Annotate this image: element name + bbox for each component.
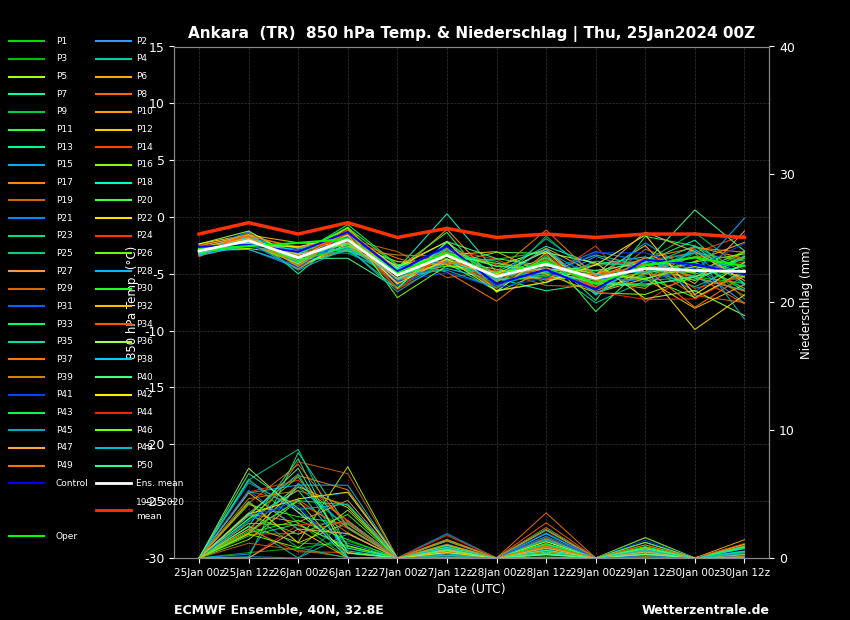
Text: Control: Control [56,479,88,488]
Y-axis label: 850 hPa Temp. (°C): 850 hPa Temp. (°C) [126,246,139,359]
Text: P44: P44 [136,408,152,417]
Text: P28: P28 [136,267,153,275]
Text: P29: P29 [56,284,72,293]
Text: P38: P38 [136,355,153,364]
Text: P24: P24 [136,231,152,240]
Text: P40: P40 [136,373,153,382]
Title: Ankara  (TR)  850 hPa Temp. & Niederschlag | Thu, 25Jan2024 00Z: Ankara (TR) 850 hPa Temp. & Niederschlag… [188,26,756,42]
Y-axis label: Niederschlag (mm): Niederschlag (mm) [801,246,813,359]
Text: P7: P7 [56,90,67,99]
Text: P5: P5 [56,72,67,81]
Text: Ens. mean: Ens. mean [136,479,184,488]
Text: 1991-2020: 1991-2020 [136,498,185,507]
Text: P23: P23 [56,231,72,240]
Text: P46: P46 [136,426,153,435]
Text: P17: P17 [56,178,72,187]
Text: P6: P6 [136,72,147,81]
X-axis label: Date (UTC): Date (UTC) [438,583,506,596]
Text: P15: P15 [56,161,72,169]
Text: P27: P27 [56,267,72,275]
Text: ECMWF Ensemble, 40N, 32.8E: ECMWF Ensemble, 40N, 32.8E [174,604,384,617]
Text: P8: P8 [136,90,147,99]
Text: P16: P16 [136,161,153,169]
Text: P45: P45 [56,426,72,435]
Text: mean: mean [136,512,162,521]
Text: P10: P10 [136,107,153,117]
Text: P26: P26 [136,249,153,258]
Text: P4: P4 [136,55,147,63]
Text: P2: P2 [136,37,147,46]
Text: P35: P35 [56,337,72,347]
Text: P1: P1 [56,37,67,46]
Text: P11: P11 [56,125,72,134]
Text: P21: P21 [56,213,72,223]
Text: P20: P20 [136,196,153,205]
Text: P50: P50 [136,461,153,470]
Text: P47: P47 [56,443,72,453]
Text: P13: P13 [56,143,72,152]
Text: P39: P39 [56,373,72,382]
Text: P31: P31 [56,302,72,311]
Text: P41: P41 [56,391,72,399]
Text: Oper: Oper [56,532,78,541]
Text: P32: P32 [136,302,153,311]
Text: P43: P43 [56,408,72,417]
Text: P34: P34 [136,320,153,329]
Text: P30: P30 [136,284,153,293]
Text: P18: P18 [136,178,153,187]
Text: P49: P49 [56,461,72,470]
Text: P9: P9 [56,107,67,117]
Text: P22: P22 [136,213,152,223]
Text: P36: P36 [136,337,153,347]
Text: P12: P12 [136,125,153,134]
Text: P19: P19 [56,196,72,205]
Text: P14: P14 [136,143,153,152]
Text: P48: P48 [136,443,153,453]
Text: P25: P25 [56,249,72,258]
Text: P42: P42 [136,391,152,399]
Text: P33: P33 [56,320,72,329]
Text: P37: P37 [56,355,72,364]
Text: Wetterzentrale.de: Wetterzentrale.de [641,604,769,617]
Text: P3: P3 [56,55,67,63]
